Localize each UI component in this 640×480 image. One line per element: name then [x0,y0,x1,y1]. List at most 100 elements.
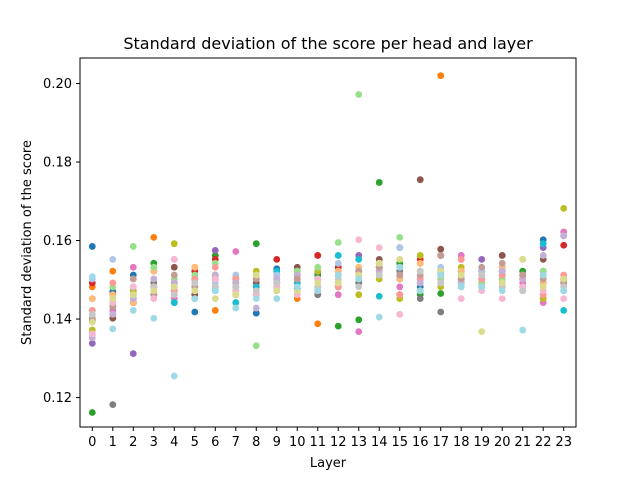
data-point [457,271,465,279]
data-point [88,310,96,318]
x-axis: 0 1 2 3 4 5 6 7 8 9 10 11 12 13 14 15 16 17 18 19 20 21 22 23 [88,427,572,450]
data-point [375,292,383,300]
data-point [416,295,424,303]
data-point [396,310,404,318]
data-point [416,267,424,275]
data-point [375,259,383,267]
data-point [560,295,568,303]
data-point [129,263,137,271]
data-point [170,291,178,299]
data-point [252,295,260,303]
data-point [232,283,240,291]
data-point [314,279,322,287]
data-point [498,287,506,295]
data-point [170,240,178,248]
x-tick-label: 21 [514,435,531,450]
data-point [539,252,547,259]
data-point [437,290,445,297]
data-point [416,287,424,295]
data-point [109,295,117,303]
data-point [478,263,486,271]
data-point [355,316,363,324]
data-point [109,267,117,275]
data-point [109,401,117,409]
data-point [457,295,465,303]
data-point [88,243,96,250]
data-point [560,204,568,212]
data-point [560,275,568,283]
data-point [252,342,260,350]
data-point [211,295,219,303]
data-point [478,255,486,263]
data-point [334,322,342,330]
data-point [519,255,527,263]
data-point [355,328,363,336]
data-point [416,279,424,287]
y-tick-label: 0.16 [43,234,72,249]
x-tick-label: 9 [273,435,281,450]
data-point [498,252,506,259]
y-tick-label: 0.20 [43,77,72,92]
data-point [334,271,342,279]
data-point [334,291,342,299]
data-point [273,279,281,287]
data-point [150,263,158,271]
data-point [314,287,322,295]
data-point [396,263,404,271]
data-point [437,308,445,316]
x-tick-label: 22 [535,435,552,450]
data-point [252,240,260,248]
data-point [273,287,281,295]
data-point [170,271,178,279]
data-point [232,248,240,255]
data-point [437,245,445,253]
data-point [88,273,96,281]
data-point [191,295,199,303]
x-tick-label: 2 [129,435,137,450]
x-tick-label: 3 [150,435,158,450]
x-tick-label: 10 [289,435,306,450]
data-point [170,299,178,306]
x-tick-label: 18 [453,435,470,450]
data-point [396,244,404,252]
x-tick-label: 6 [211,435,219,450]
data-point [252,287,260,295]
data-point [519,287,527,295]
data-point [314,263,322,271]
data-point [375,313,383,321]
data-point [437,279,445,287]
x-tick-label: 11 [309,435,326,450]
data-point [252,271,260,279]
data-point [416,259,424,267]
data-point [211,307,219,314]
data-point [519,326,527,334]
chart-title: Standard deviation of the score per head… [123,34,533,53]
data-point [355,255,363,263]
data-point [539,271,547,279]
data-point [129,275,137,283]
data-point [109,255,117,263]
data-point [88,409,96,416]
data-point [129,291,137,299]
data-point [211,287,219,295]
data-point [478,283,486,291]
x-tick-label: 1 [109,435,117,450]
data-point [109,325,117,333]
data-point [88,295,96,303]
x-tick-label: 12 [330,435,347,450]
data-point [375,179,383,186]
y-tick-label: 0.18 [43,156,72,171]
data-point [314,320,322,328]
x-tick-label: 16 [412,435,429,450]
data-point [314,252,322,259]
x-axis-label: Layer [310,456,347,471]
y-axis-label: Standard deviation of the score [20,140,35,345]
data-point [191,308,199,316]
data-point [211,263,219,271]
x-tick-label: 15 [391,435,408,450]
data-point [355,91,363,98]
data-point [355,283,363,291]
data-point [457,283,465,291]
x-tick-label: 17 [432,435,449,450]
